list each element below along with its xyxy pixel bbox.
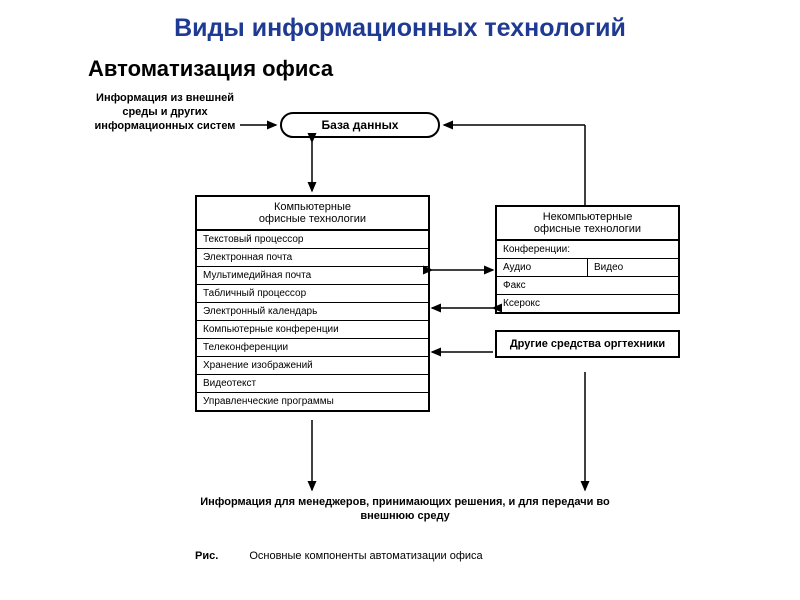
table-row: Мультимедийная почта (197, 267, 428, 285)
bottom-info-label: Информация для менеджеров, принимающих р… (195, 495, 615, 524)
table-row: Электронная почта (197, 249, 428, 267)
table-row: Электронный календарь (197, 303, 428, 321)
computer-tech-box: Компьютерные офисные технологии Текстовы… (195, 195, 430, 412)
external-info-label: Информация из внешней среды и других инф… (90, 92, 240, 133)
table-row: Факс (497, 277, 678, 295)
table-row: Табличный процессор (197, 285, 428, 303)
table-row: Хранение изображений (197, 357, 428, 375)
table-row: Компьютерные конференции (197, 321, 428, 339)
table-row: Конференции: (497, 241, 678, 259)
audio-cell: Аудио (497, 259, 588, 276)
table-row: Видеотекст (197, 375, 428, 393)
table-row: Телеконференции (197, 339, 428, 357)
page-title: Виды информационных технологий (0, 14, 800, 43)
table-row: Управленческие программы (197, 393, 428, 410)
table-row: Текстовый процессор (197, 231, 428, 249)
noncomputer-tech-header: Некомпьютерные офисные технологии (497, 207, 678, 241)
noncomputer-tech-box: Некомпьютерные офисные технологии Конфер… (495, 205, 680, 314)
database-node: База данных (280, 112, 440, 138)
caption-ris: Рис. (195, 550, 218, 562)
conference-split-row: Аудио Видео (497, 259, 678, 277)
computer-tech-header: Компьютерные офисные технологии (197, 197, 428, 231)
figure-caption: Рис. Основные компоненты автоматизации о… (195, 550, 483, 562)
table-row: Ксерокс (497, 295, 678, 312)
subtitle: Автоматизация офиса (88, 56, 333, 82)
video-cell: Видео (588, 259, 678, 276)
caption-text: Основные компоненты автоматизации офиса (249, 550, 482, 562)
other-means-box: Другие средства оргтехники (495, 330, 680, 358)
